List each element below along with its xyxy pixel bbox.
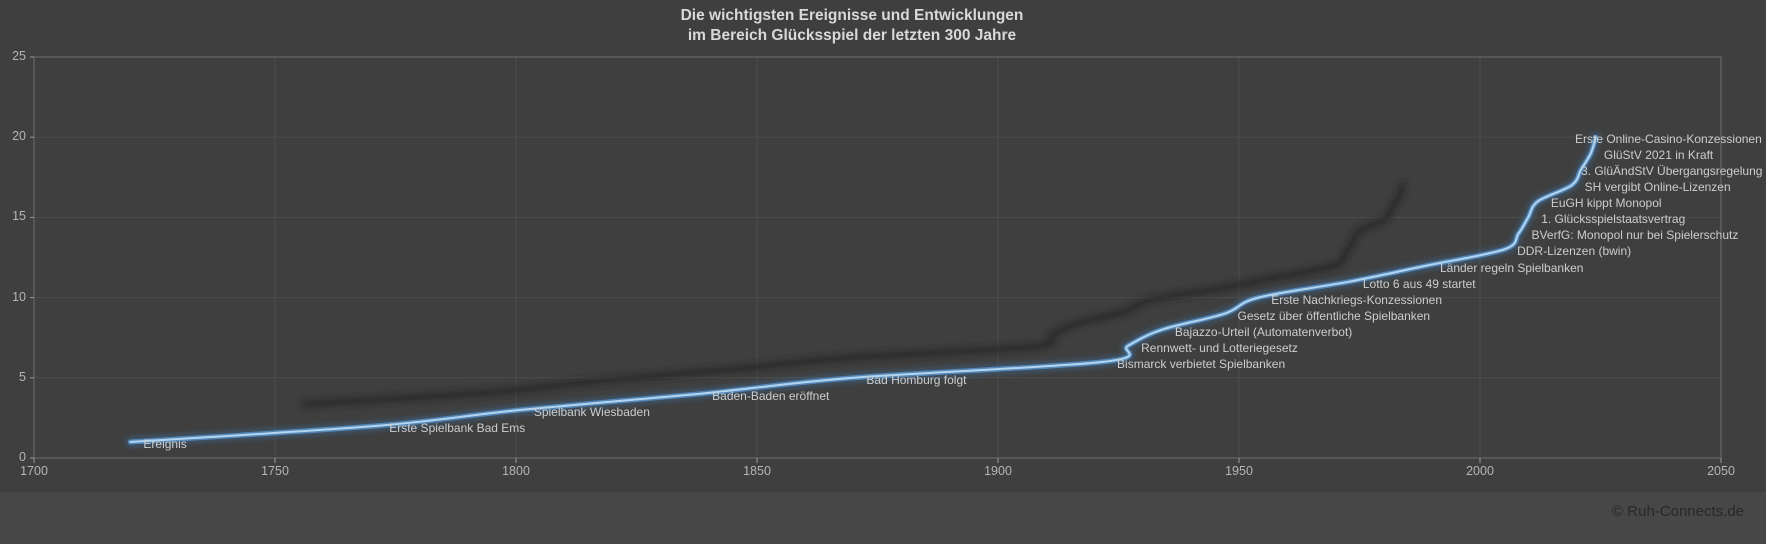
x-tick-label: 2000	[1466, 464, 1494, 478]
event-label: GlüStV 2021 in Kraft	[1603, 148, 1714, 163]
event-label: Bismarck verbietet Spielbanken	[1117, 356, 1286, 371]
y-tick-label: 5	[19, 369, 26, 384]
event-line	[129, 136, 1597, 443]
event-label: Rennwett- und Lotteriegesetz	[1141, 340, 1298, 355]
event-label: Erste Spielbank Bad Ems	[389, 420, 526, 435]
chart-title-line2: im Bereich Glücksspiel der letzten 300 J…	[687, 27, 1017, 44]
x-tick-label: 1900	[984, 464, 1012, 478]
event-label: EuGH kippt Monopol	[1550, 196, 1662, 211]
plot-border	[33, 56, 1722, 459]
event-label: Bad Homburg folgt	[866, 372, 967, 387]
event-label: Lotto 6 aus 49 startet	[1362, 276, 1476, 291]
event-label: Gesetz über öffentliche Spielbanken	[1237, 308, 1431, 323]
event-label: Länder regeln Spielbanken	[1439, 260, 1584, 275]
event-label: DDR-Lizenzen (bwin)	[1517, 244, 1632, 259]
chart-title: Die wichtigsten Ereignisse und Entwicklu…	[681, 6, 1024, 46]
x-tick-label: 1700	[20, 464, 48, 478]
event-label: Erste Online-Casino-Konzessionen	[1575, 132, 1762, 147]
y-tick-label: 20	[12, 129, 26, 144]
event-label: Erste Nachkriegs-Konzessionen	[1271, 292, 1443, 307]
x-tick-label: 2050	[1707, 464, 1735, 478]
line-shadow	[301, 182, 1406, 407]
copyright: © Ruh-Connects.de	[1612, 503, 1744, 520]
y-tick-label: 10	[12, 289, 26, 304]
event-label: Ereignis	[143, 436, 187, 451]
y-tick-label: 15	[12, 209, 26, 224]
event-label: 1. Glücksspielstaatsvertrag	[1541, 212, 1686, 227]
x-tick-label: 1950	[1225, 464, 1253, 478]
event-label: 3. GlüÄndStV Übergangsregelung	[1581, 164, 1763, 179]
event-label: Bajazzo-Urteil (Automatenverbot)	[1174, 324, 1353, 339]
x-tick-label: 1850	[743, 464, 771, 478]
event-label: SH vergibt Online-Lizenzen	[1584, 180, 1731, 195]
x-tick-label: 1800	[502, 464, 530, 478]
chart-title-line1: Die wichtigsten Ereignisse und Entwicklu…	[680, 7, 1024, 24]
x-tick-label: 1750	[261, 464, 289, 478]
y-tick-label: 0	[19, 450, 26, 464]
event-label: Baden-Baden eröffnet	[712, 388, 830, 403]
y-tick-label: 25	[12, 49, 26, 63]
event-label: BVerfG: Monopol nur bei Spielerschutz	[1531, 228, 1739, 243]
chart-background	[0, 0, 1766, 492]
event-label: Spielbank Wiesbaden	[533, 404, 650, 419]
